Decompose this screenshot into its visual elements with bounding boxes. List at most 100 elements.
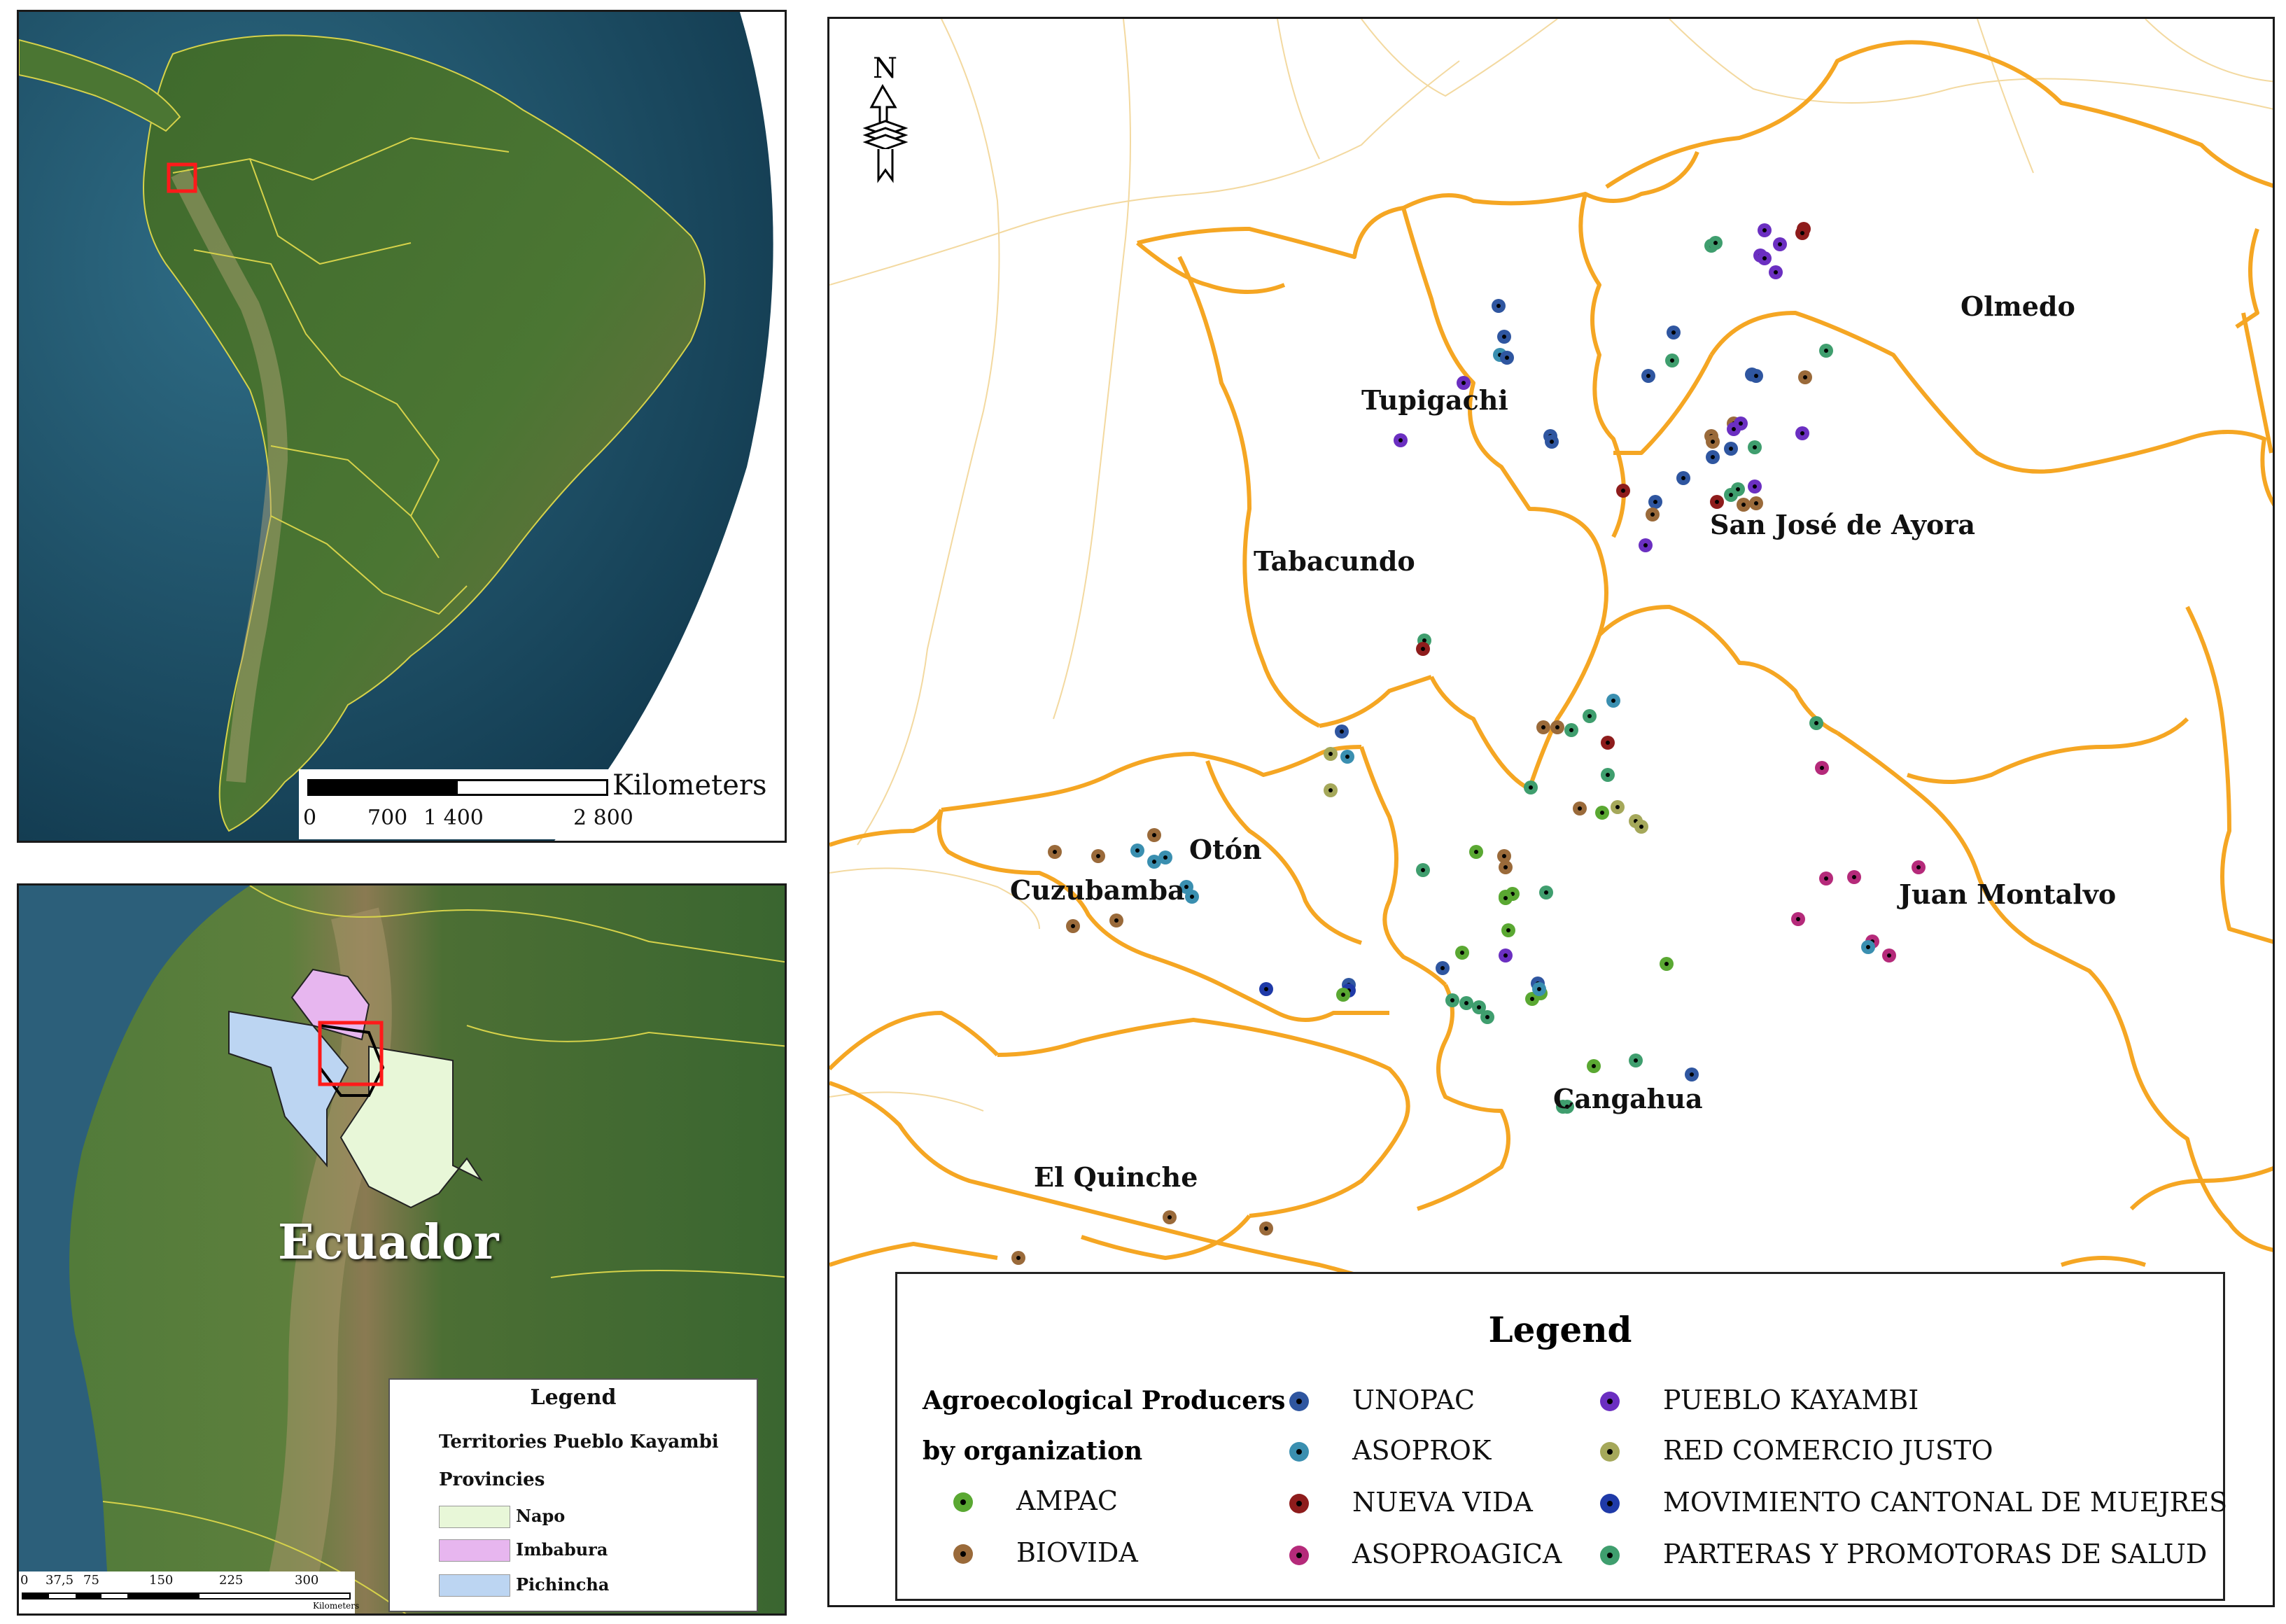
scale-unit: Kilometers — [612, 769, 767, 802]
parish-label: Cuzubamba — [1010, 874, 1185, 906]
parish-label: San José de Ayora — [1710, 509, 1976, 540]
producer-point — [1259, 1222, 1273, 1236]
producer-point — [1445, 993, 1459, 1007]
producer-point — [1500, 351, 1514, 365]
legend-item-nueva-vida: NUEVA VIDA — [1352, 1487, 1533, 1518]
producer-point — [1573, 802, 1587, 816]
producer-point — [1710, 495, 1724, 509]
scale-tick: 0 — [303, 806, 317, 830]
producer-point — [1525, 992, 1539, 1006]
producer-point — [1639, 538, 1653, 552]
producer-point — [1660, 957, 1674, 971]
producer-point — [1459, 996, 1473, 1010]
producer-point — [1048, 845, 1062, 859]
legend-dot-asoprok — [1289, 1442, 1309, 1462]
study-area-box — [318, 1021, 384, 1086]
legend-item-asoproagica: ASOPROAGICA — [1352, 1539, 1562, 1569]
north-letter: N — [873, 52, 897, 85]
scale-tick: 2 800 — [573, 806, 633, 830]
producer-point — [1616, 484, 1630, 498]
parish-label: Cangahua — [1553, 1083, 1703, 1114]
legend-dot-asoproagica — [1289, 1546, 1309, 1565]
scale-tick: 700 — [367, 806, 408, 830]
producer-point — [1882, 948, 1896, 962]
scale-tick: 75 — [83, 1573, 99, 1588]
producer-point — [1791, 912, 1805, 926]
producer-point — [1560, 1100, 1574, 1114]
producer-point — [1606, 694, 1620, 708]
producer-point — [1499, 860, 1513, 874]
producer-point — [1629, 1054, 1643, 1068]
producer-point — [1532, 982, 1546, 996]
producer-point — [1457, 376, 1471, 390]
legend-title: Legend — [1488, 1309, 1632, 1350]
producer-point — [1497, 849, 1511, 863]
producer-point — [1499, 891, 1513, 905]
producer-point — [1259, 982, 1273, 996]
legend-dot-biovida — [953, 1544, 973, 1564]
producer-point — [1634, 820, 1648, 834]
parish-label: Otón — [1189, 834, 1262, 865]
producer-point — [1324, 783, 1338, 797]
legend-item-asoprok: ASOPROK — [1352, 1435, 1492, 1466]
legend-item-parteras: PARTERAS Y PROMOTORAS DE SALUD — [1663, 1539, 2208, 1569]
legend-item-ampac: AMPAC — [1016, 1485, 1118, 1516]
producer-point — [1737, 498, 1751, 512]
producer-point — [1185, 890, 1199, 904]
parish-label: Juan Montalvo — [1899, 878, 2117, 910]
producer-point — [1394, 433, 1408, 447]
producer-point — [1539, 886, 1553, 899]
producer-point — [1163, 1210, 1177, 1224]
producer-point — [1499, 948, 1513, 962]
producer-point — [1497, 330, 1511, 344]
legend-pichincha-swatch — [439, 1574, 510, 1597]
producer-point — [1809, 716, 1823, 730]
parish-label: Olmedo — [1961, 290, 2075, 322]
producer-point — [1641, 369, 1655, 383]
producer-point — [1648, 495, 1662, 509]
producer-point — [1724, 488, 1738, 502]
ecuador-label: Ecuador — [278, 1214, 499, 1270]
producer-point — [1773, 237, 1787, 251]
legend-item-pueblo-kayambi: PUEBLO KAYAMBI — [1663, 1385, 1919, 1415]
producer-point — [1436, 961, 1450, 975]
producer-point — [1611, 800, 1625, 814]
producer-point — [1734, 416, 1748, 430]
producer-point — [1676, 471, 1690, 485]
ecuador-legend-title: Legend — [530, 1385, 617, 1410]
legend-territories-label: Territories Pueblo Kayambi — [439, 1432, 719, 1452]
legend-dot-movimiento — [1600, 1494, 1620, 1513]
producer-point — [1091, 849, 1105, 863]
producer-point — [1336, 988, 1350, 1002]
producer-point — [1335, 724, 1349, 738]
producer-point — [1011, 1251, 1025, 1265]
legend-item-unopac: UNOPAC — [1352, 1385, 1475, 1415]
ecuador-locator-map: Ecuador Legend Territories Pueblo Kayamb… — [17, 883, 787, 1616]
producer-point — [1472, 1000, 1486, 1014]
legend-imbabura-label: Imbabura — [516, 1539, 608, 1560]
legend-dot-unopac — [1289, 1392, 1309, 1411]
producer-point — [1492, 299, 1506, 313]
producer-point — [1416, 642, 1430, 656]
producer-point — [1861, 940, 1875, 954]
producer-point — [1550, 720, 1564, 734]
legend-caption-line2: by organization — [923, 1436, 1143, 1466]
producer-points — [1011, 222, 1926, 1265]
producer-point — [1795, 426, 1809, 440]
producer-point — [1748, 440, 1762, 454]
producer-point — [1601, 736, 1615, 750]
producer-point — [1595, 806, 1609, 820]
producer-point — [1706, 435, 1720, 449]
legend-item-red-comercio-justo: RED COMERCIO JUSTO — [1663, 1435, 1993, 1466]
parish-label: El Quinche — [1034, 1161, 1198, 1193]
producer-point — [1455, 946, 1469, 960]
producer-point — [1583, 709, 1597, 723]
producer-point — [1815, 761, 1829, 775]
legend-dot-ampac — [953, 1492, 973, 1512]
producer-point — [1685, 1068, 1699, 1082]
producer-point — [1501, 923, 1515, 937]
ecuador-legend: Legend Territories Pueblo Kayambi Provin… — [388, 1378, 758, 1612]
legend-provinces-label: Provincies — [439, 1469, 545, 1490]
scale-tick: 37,5 — [45, 1573, 74, 1588]
producer-point — [1795, 226, 1809, 240]
